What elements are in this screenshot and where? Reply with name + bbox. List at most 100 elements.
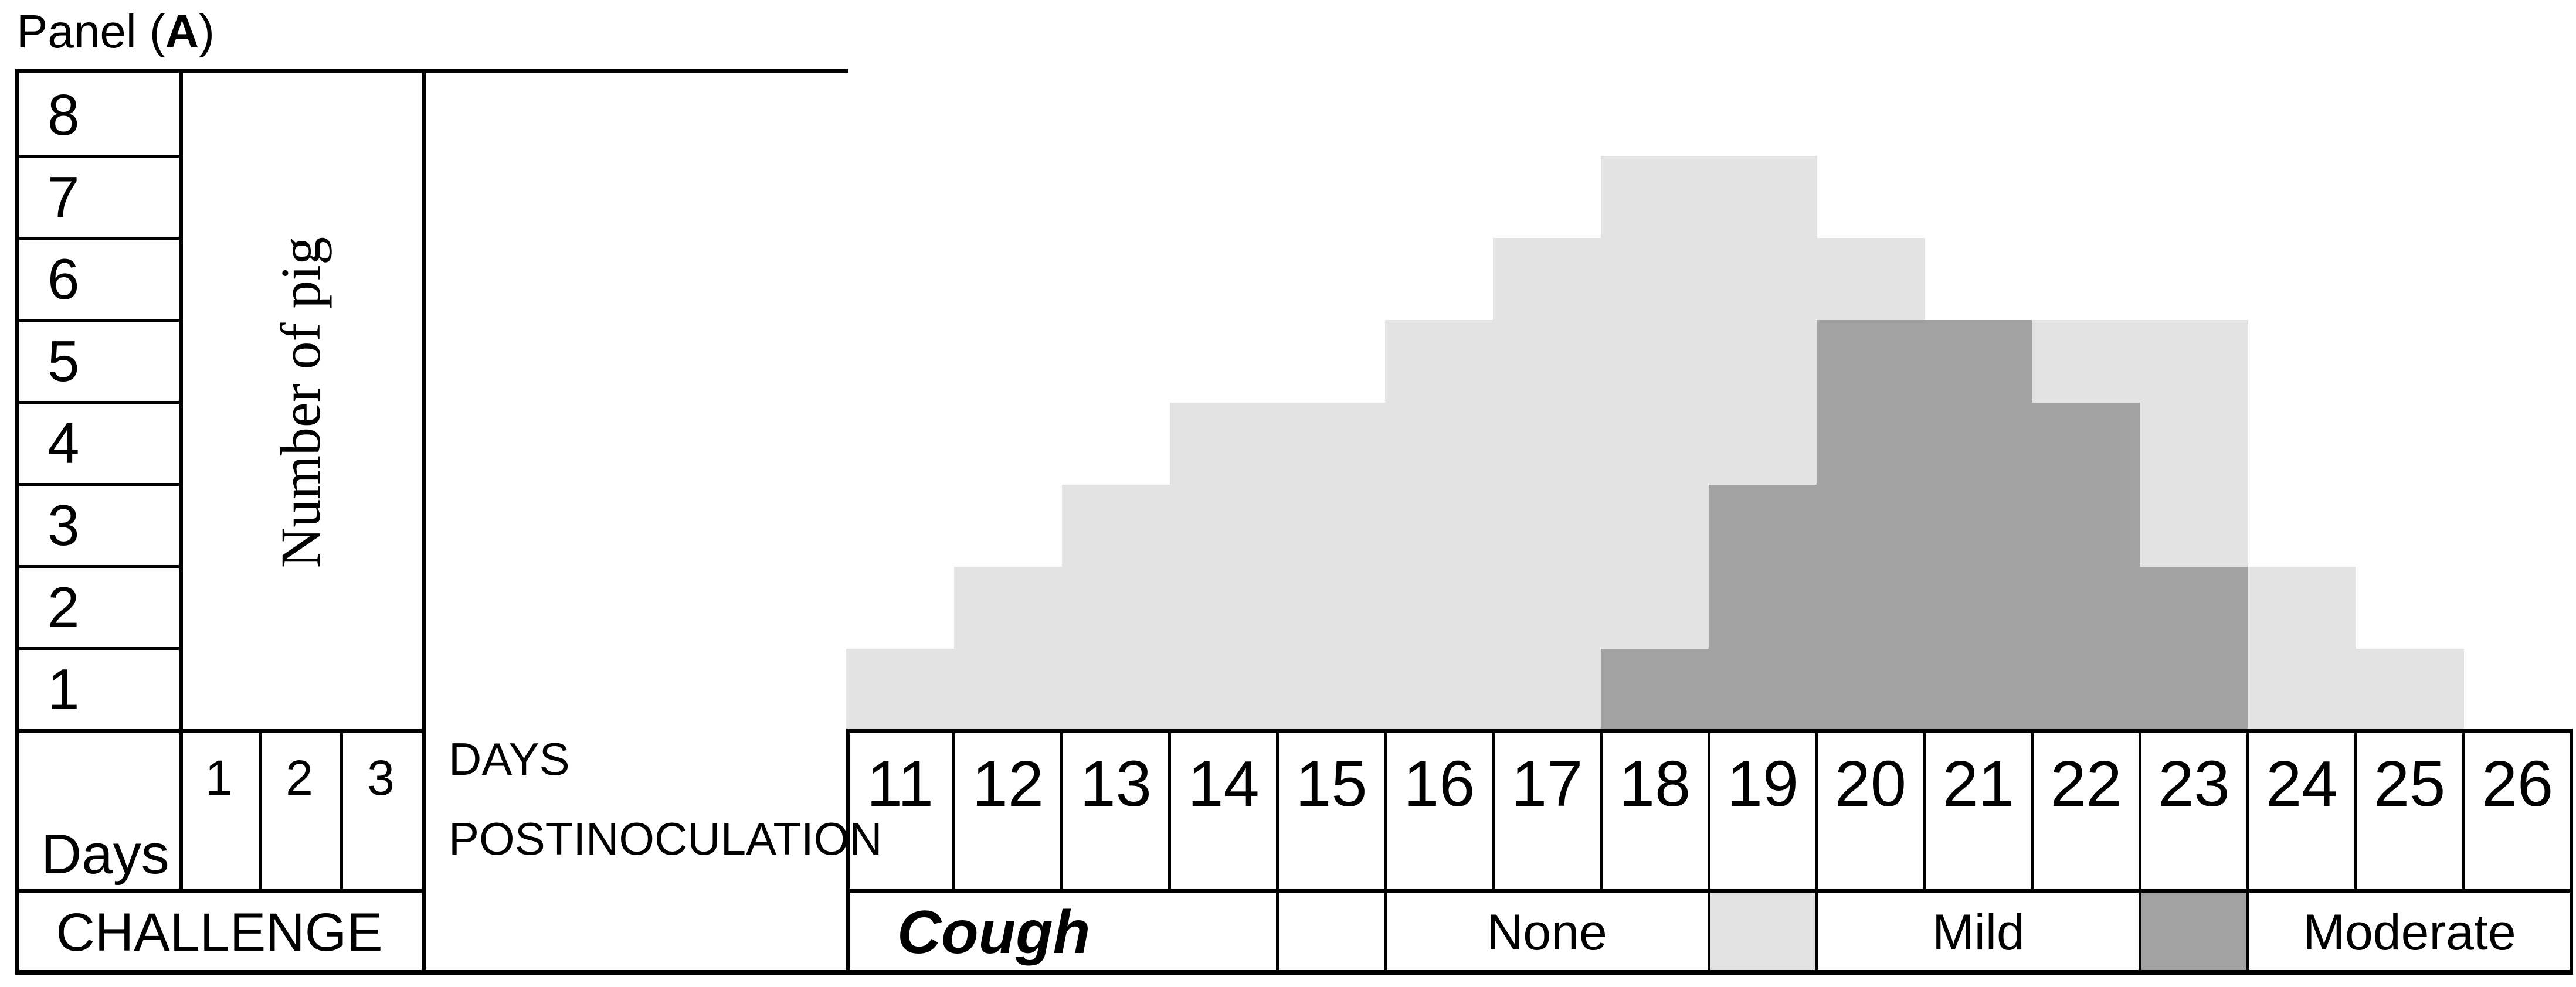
legend-mild-cell: Mild [1817,893,2140,972]
y-axis-title-wrap: Number of pig [180,74,422,731]
day-label-25: 25 [2374,748,2446,820]
legend-swatch-moderate [2140,889,2248,975]
grid-line [15,647,183,651]
day-label-22: 22 [2050,748,2122,820]
x-axis-title-line1: DAYS [449,733,570,785]
day-label-13: 13 [1080,748,1152,820]
bar-moderate-day-19 [1709,484,1817,731]
grid-line [952,729,956,889]
day-label-24: 24 [2266,748,2338,820]
grid-line [1276,889,1279,975]
legend-mild-label: Mild [1932,904,2025,961]
grid-line [15,236,183,240]
grid-line [1168,729,1172,889]
bar-mild-day-17 [1493,238,1602,731]
day-label-12: 12 [972,748,1044,820]
grid-line [15,318,183,322]
grid-line [259,729,262,889]
grid-line [1060,729,1064,889]
title-suffix: ) [199,5,215,57]
page-title: Panel (A) [16,8,215,55]
grid-line [1815,729,1818,889]
pig-count-label-5: 5 [47,328,80,393]
grid-line [15,69,19,975]
grid-line [1491,729,1495,889]
day-label-16: 16 [1403,748,1475,820]
legend-none-cell: None [1385,893,1709,972]
bar-moderate-day-22 [2032,402,2141,731]
grid-line [1383,889,1387,975]
bar-moderate-day-21 [1924,320,2033,731]
y-axis-title: Number of pig [269,236,332,569]
bar-moderate-day-20 [1816,320,1925,731]
challenge-day-label-2: 2 [286,750,313,805]
challenge-day-label-3: 3 [367,750,395,805]
grid-line [1707,729,1710,889]
bar-mild-day-24 [2248,566,2357,731]
grid-line [15,889,426,893]
bar-mild-day-14 [1169,402,1278,731]
bar-mild-day-20 [1816,238,1925,321]
challenge-day-label-1: 1 [205,750,233,805]
bar-mild-day-23 [2140,320,2249,567]
day-label-18: 18 [1618,748,1691,820]
challenge-label-cell: CHALLENGE [15,893,423,972]
bar-mild-day-15 [1277,402,1386,731]
day-label-19: 19 [1726,748,1799,820]
grid-line [1599,729,1603,889]
days-row-label: Days [41,823,169,886]
grid-line [15,154,183,158]
bar-mild-day-25 [2356,648,2465,731]
day-label-21: 21 [1942,748,2014,820]
day-label-26: 26 [2481,748,2554,820]
grid-line [2354,729,2357,889]
grid-line [15,970,2573,975]
grid-line [340,729,343,889]
bar-mild-day-18 [1601,156,1709,649]
title-panel-letter: A [165,5,199,57]
grid-line [1923,729,1926,889]
legend-cough-cell: Cough [897,893,1090,972]
day-label-17: 17 [1511,748,1583,820]
legend-none-label: None [1486,904,1607,961]
grid-line [15,69,848,73]
bar-mild-day-19 [1709,156,1817,485]
grid-line [2139,889,2141,975]
grid-line [15,401,183,404]
bar-moderate-day-18 [1601,648,1709,731]
legend-swatch-mild [1709,889,1817,975]
bar-mild-day-16 [1385,320,1494,731]
day-label-15: 15 [1295,748,1367,820]
pig-count-label-6: 6 [47,246,80,311]
grid-line [15,565,183,569]
bar-mild-day-11 [846,648,955,731]
grid-line [2139,729,2141,889]
legend-moderate-cell: Moderate [2248,893,2571,972]
pig-count-label-1: 1 [47,657,80,722]
pig-count-label-3: 3 [47,493,80,558]
title-prefix: Panel ( [16,5,165,57]
grid-line [2570,729,2573,975]
day-label-20: 20 [1834,748,1906,820]
bar-mild-day-22 [2032,320,2141,403]
day-label-11: 11 [866,748,934,820]
grid-line [1383,729,1387,889]
grid-line [1815,889,1818,975]
grid-line [2462,729,2465,889]
bar-moderate-day-23 [2140,566,2249,731]
grid-line [1276,729,1279,889]
x-axis-title-line2: POSTINOCULATION [449,813,883,865]
grid-line [2031,729,2034,889]
challenge-label: CHALLENGE [56,903,383,962]
grid-line [846,729,850,975]
grid-line [2246,889,2249,975]
bar-mild-day-12 [953,566,1063,731]
grid-line [15,729,426,733]
pig-count-label-8: 8 [47,82,80,147]
legend-moderate-label: Moderate [2303,904,2516,961]
grid-line [1707,889,1710,975]
grid-line [15,483,183,486]
day-label-23: 23 [2158,748,2230,820]
pig-count-label-4: 4 [47,411,80,476]
